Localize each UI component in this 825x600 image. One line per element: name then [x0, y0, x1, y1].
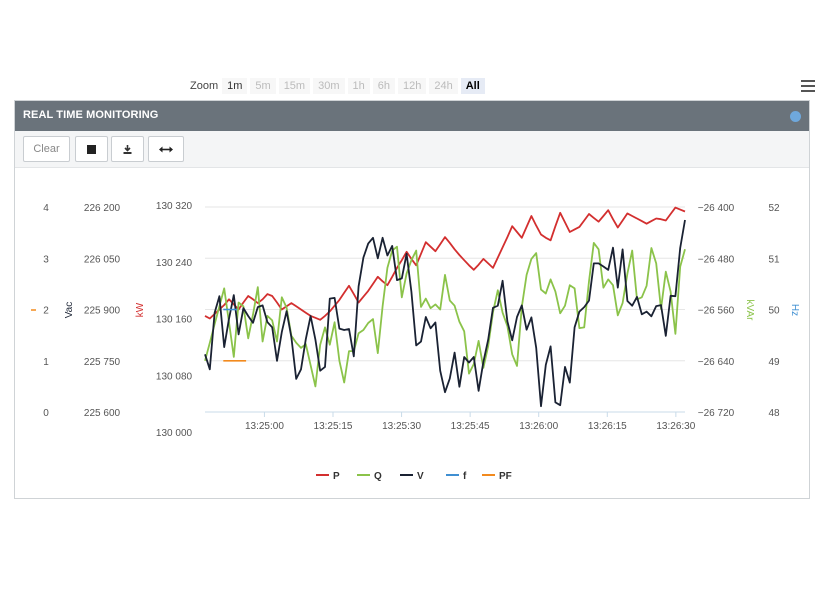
expand-button[interactable]: [148, 136, 184, 162]
vac-tick-label: 226 050: [84, 254, 121, 265]
download-icon: [123, 144, 132, 154]
x-tick-label: 13:26:30: [656, 421, 695, 432]
zoom-option-1h[interactable]: 1h: [347, 78, 370, 94]
x-tick-label: 13:25:15: [314, 421, 353, 432]
expand-horizontal-icon: [159, 146, 173, 152]
zoom-label: Zoom: [190, 80, 219, 92]
legend-label-P: P: [333, 471, 340, 482]
zoom-selector: Zoom 1m 5m 15m 30m 1h 6h 12h 24h All: [190, 77, 488, 95]
x-tick-label: 13:26:00: [519, 421, 558, 432]
vac-tick-label: 226 200: [84, 203, 121, 214]
panel-title: REAL TIME MONITORING: [23, 109, 159, 121]
kw-tick-label: 130 320: [156, 201, 193, 212]
legend-label-f: f: [463, 471, 467, 482]
kvar-tick-label: −26 720: [698, 408, 735, 419]
pf-tick-label: 0: [43, 408, 49, 419]
vac-axis-title: Vac: [64, 302, 75, 319]
vac-tick-label: 225 900: [84, 306, 121, 317]
zoom-option-1m[interactable]: 1m: [222, 78, 248, 94]
hz-tick-label: 50: [768, 306, 780, 317]
legend-label-Q: Q: [374, 471, 382, 482]
pf-tick-label: 1: [43, 357, 49, 368]
download-button[interactable]: [111, 136, 144, 162]
zoom-option-30m[interactable]: 30m: [313, 78, 345, 94]
vac-tick-label: 225 750: [84, 357, 121, 368]
hz-axis-title: Hz: [789, 304, 800, 316]
x-tick-label: 13:25:30: [382, 421, 421, 432]
chart-toolbar: Clear: [15, 131, 809, 168]
vac-tick-label: 225 600: [84, 408, 121, 419]
clear-button[interactable]: Clear: [23, 136, 70, 162]
x-tick-label: 13:25:00: [245, 421, 284, 432]
kw-tick-label: 130 000: [156, 428, 193, 439]
legend-label-V: V: [417, 471, 424, 482]
stop-icon: [87, 144, 96, 154]
series-line-V: [204, 219, 686, 408]
kvar-tick-label: −26 640: [698, 357, 735, 368]
kvar-axis-title: kVAr: [744, 300, 755, 322]
zoom-option-6h[interactable]: 6h: [372, 78, 395, 94]
hz-tick-label: 52: [768, 203, 780, 214]
zoom-option-24h[interactable]: 24h: [429, 78, 458, 94]
hz-tick-label: 51: [768, 254, 780, 265]
hamburger-menu-icon[interactable]: [801, 80, 815, 92]
stop-button[interactable]: [75, 136, 108, 162]
hz-tick-label: 49: [768, 357, 780, 368]
hz-tick-label: 48: [768, 408, 780, 419]
kvar-tick-label: −26 400: [698, 203, 735, 214]
legend-label-PF: PF: [499, 471, 512, 482]
series-line-Q: [204, 242, 686, 388]
pf-tick-label: 3: [43, 254, 49, 265]
pf-tick-label: 2: [43, 306, 49, 317]
zoom-option-15m[interactable]: 15m: [278, 78, 311, 94]
panel-header: REAL TIME MONITORING: [15, 101, 809, 131]
status-indicator-icon: [790, 111, 801, 122]
pf-tick-label: 4: [43, 203, 49, 214]
kw-tick-label: 130 160: [156, 315, 193, 326]
series-line-P: [204, 206, 686, 321]
zoom-option-5m[interactable]: 5m: [250, 78, 276, 94]
zoom-option-All[interactable]: All: [460, 78, 485, 94]
x-tick-label: 13:26:15: [588, 421, 627, 432]
zoom-option-12h[interactable]: 12h: [398, 78, 427, 94]
kw-axis-title: kW: [135, 302, 146, 317]
kw-tick-label: 130 080: [156, 371, 193, 382]
x-tick-label: 13:25:45: [451, 421, 490, 432]
kvar-tick-label: −26 560: [698, 306, 735, 317]
kvar-tick-label: −26 480: [698, 254, 735, 265]
kw-tick-label: 130 240: [156, 258, 193, 269]
